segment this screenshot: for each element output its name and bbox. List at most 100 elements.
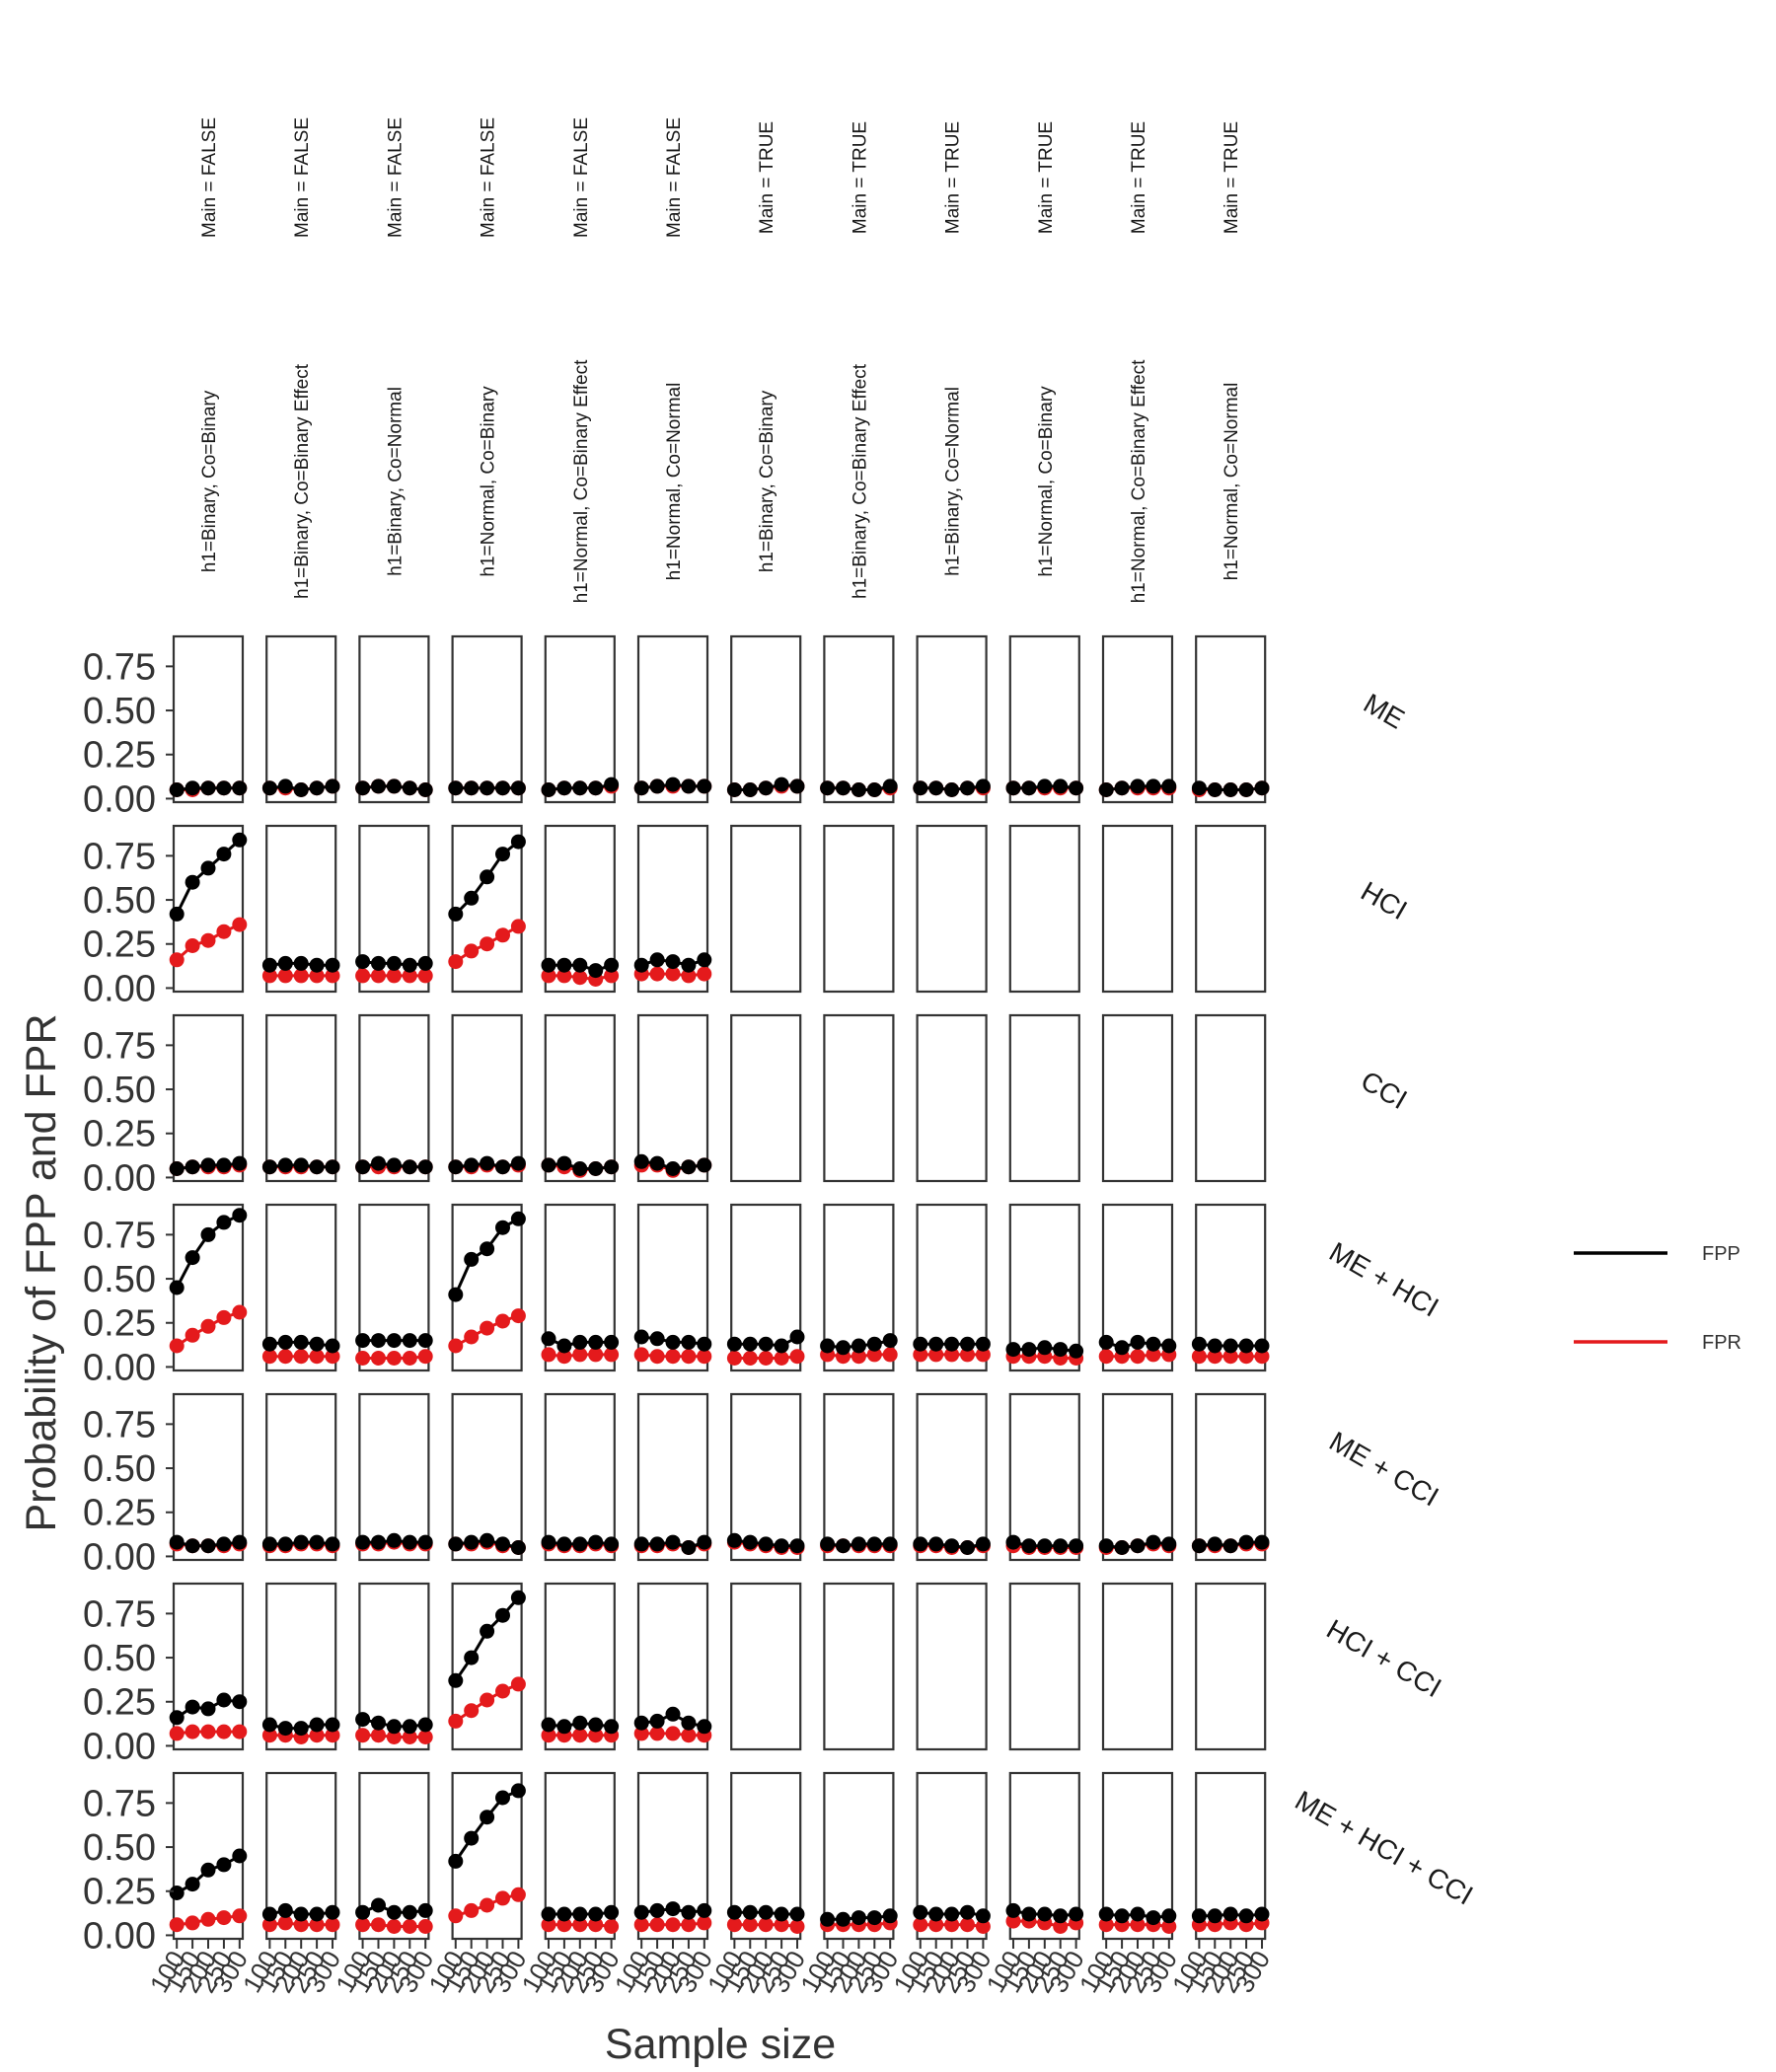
data-point-fpp (1021, 780, 1037, 796)
data-point-fpr (851, 1349, 866, 1365)
row-strip-label: ME + CCI (1324, 1426, 1443, 1513)
data-point-fpp (200, 1226, 216, 1242)
data-point-fpp (480, 780, 495, 796)
facet-panel (355, 1203, 433, 1372)
facet-panel (633, 1392, 712, 1562)
data-point-fpp (665, 954, 681, 970)
legend: FPP FPR (1574, 1243, 1741, 1354)
data-point-fpr (556, 968, 572, 984)
data-point-fpp (309, 1159, 325, 1175)
data-point-fpp (293, 1721, 309, 1737)
data-point-fpp (1037, 1538, 1053, 1554)
data-point-fpr (480, 1897, 495, 1913)
data-point-fpp (1098, 782, 1114, 797)
data-point-fpp (572, 1334, 588, 1350)
facet-panel (1101, 1582, 1174, 1751)
data-point-fpp (572, 1536, 588, 1552)
data-point-fpp (261, 1536, 277, 1552)
data-point-fpr (185, 1915, 200, 1931)
y-tick-label: 0.75 (83, 1783, 156, 1824)
data-point-fpp (510, 1590, 526, 1605)
data-point-fpp (1222, 1538, 1238, 1554)
data-point-fpp (386, 1719, 402, 1735)
data-point-fpr (309, 1917, 325, 1933)
y-tick-label: 0.25 (83, 1303, 156, 1345)
data-point-fpp (232, 1208, 248, 1223)
data-point-fpp (1037, 1906, 1053, 1922)
data-point-fpr (604, 1347, 620, 1363)
data-point-fpp (588, 963, 604, 979)
col-strip-bottom-label: h1=Binary, Co=Binary Effect (850, 363, 870, 599)
panel-border (1008, 1582, 1080, 1751)
data-point-fpp (232, 1694, 248, 1710)
data-point-fpr (448, 1338, 464, 1354)
data-point-fpr (216, 1724, 232, 1739)
data-point-fpp (541, 1331, 556, 1347)
data-point-fpp (169, 1161, 185, 1176)
panel-border (544, 1392, 616, 1562)
panel-border (172, 1392, 245, 1562)
data-point-fpp (1098, 1906, 1114, 1922)
data-point-fpp (1207, 782, 1222, 797)
col-strip-top-label: Main = TRUE (1221, 121, 1242, 234)
data-point-fpp (277, 955, 293, 971)
data-point-fpp (541, 1534, 556, 1550)
facet-panel (541, 824, 620, 994)
data-point-fpp (402, 1719, 417, 1735)
facet-panel (633, 634, 712, 804)
data-point-fpr (604, 1919, 620, 1934)
panel-border (916, 1013, 988, 1183)
data-point-fpp (216, 1536, 232, 1552)
data-point-fpp (1069, 1906, 1084, 1922)
data-point-fpr (169, 1338, 185, 1354)
data-point-fpr (758, 1351, 774, 1366)
data-point-fpr (944, 1347, 960, 1363)
data-point-fpp (200, 1862, 216, 1878)
data-point-fpp (402, 1159, 417, 1175)
data-point-fpp (277, 1334, 293, 1350)
data-point-fpr (633, 1726, 649, 1741)
data-point-fpp (293, 1534, 309, 1550)
data-point-fpr (464, 1902, 480, 1918)
panel-border (730, 824, 802, 994)
data-point-fpr (541, 1728, 556, 1743)
col-strip-top-label: Main = TRUE (1036, 121, 1057, 234)
col-strip-top-label: Main = TRUE (1129, 121, 1149, 234)
data-point-fpp (1130, 1906, 1146, 1922)
data-point-fpr (386, 968, 402, 984)
data-point-fpp (510, 1155, 526, 1171)
data-point-fpp (448, 1287, 464, 1302)
data-point-fpp (556, 1155, 572, 1171)
data-point-fpp (293, 1157, 309, 1173)
facet-panel (726, 1392, 805, 1562)
facet-panel (169, 824, 248, 994)
data-point-fpp (185, 780, 200, 796)
data-point-fpr (649, 1349, 665, 1365)
data-point-fpp (975, 1908, 991, 1924)
data-point-fpp (325, 1536, 340, 1552)
data-point-fpp (309, 780, 325, 796)
row-strip-label: HCI + CCI (1321, 1613, 1446, 1703)
panel-border (1101, 1013, 1174, 1183)
data-point-fpp (200, 860, 216, 876)
data-point-fpr (541, 968, 556, 984)
facet-panel (1191, 1392, 1270, 1562)
data-point-fpp (556, 1536, 572, 1552)
panel-border (172, 1771, 245, 1941)
facet-panel (169, 1203, 248, 1372)
data-point-fpp (480, 1810, 495, 1825)
data-point-fpp (665, 1901, 681, 1917)
facet-panel (448, 824, 526, 994)
data-point-fpp (604, 1159, 620, 1175)
data-point-fpr (572, 970, 588, 986)
data-point-fpp (309, 1534, 325, 1550)
data-point-fpr (355, 968, 371, 984)
data-point-fpp (355, 1904, 371, 1920)
data-point-fpr (681, 968, 697, 984)
data-point-fpp (200, 1157, 216, 1173)
facet-panel (820, 634, 898, 804)
data-point-fpp (789, 1329, 805, 1345)
